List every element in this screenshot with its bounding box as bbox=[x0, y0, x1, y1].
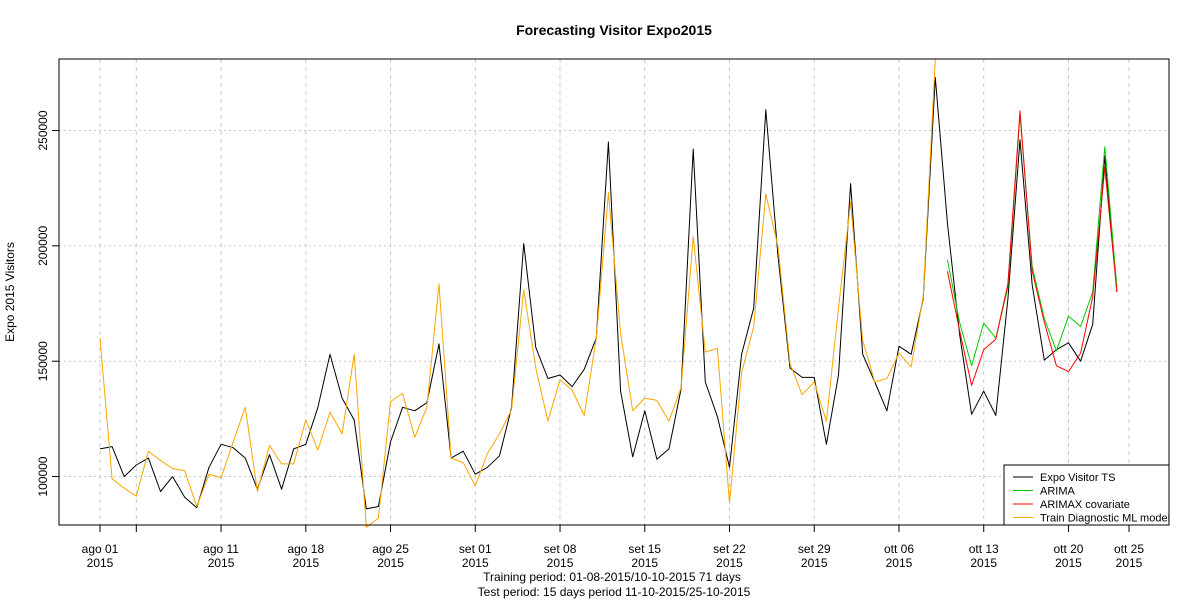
y-axis-label: Expo 2015 Visitors bbox=[3, 242, 17, 342]
legend-box bbox=[1003, 464, 1170, 526]
x-tick-year-8: 2015 bbox=[801, 556, 828, 570]
x-tick-year-9: 2015 bbox=[886, 556, 913, 570]
x-tick-label-7: set 22 bbox=[713, 542, 746, 556]
x-tick-year-11: 2015 bbox=[1055, 556, 1082, 570]
y-axis: 100000 150000 200000 250000 bbox=[36, 110, 59, 497]
x-tick-label-6: set 15 bbox=[628, 542, 661, 556]
series-line-0 bbox=[99, 77, 1118, 510]
y-tick-label-2: 200000 bbox=[36, 226, 50, 266]
chart-title: Forecasting Visitor Expo2015 bbox=[516, 22, 712, 38]
x-tick-year-1: 2015 bbox=[208, 556, 235, 570]
x-tick-label-9: ott 06 bbox=[884, 542, 914, 556]
series-lines bbox=[99, 58, 1118, 528]
legend-label-0: Expo Visitor TS bbox=[1040, 472, 1115, 484]
x-tick-label-4: set 01 bbox=[459, 542, 492, 556]
y-tick-label-0: 100000 bbox=[36, 456, 50, 496]
x-tick-year-2: 2015 bbox=[292, 556, 319, 570]
y-tick-label-3: 250000 bbox=[36, 110, 50, 150]
x-tick-label-1: ago 11 bbox=[203, 542, 239, 556]
legend-label-3: Train Diagnostic ML model bbox=[1040, 513, 1170, 525]
x-tick-label-0: ago 01 bbox=[82, 542, 119, 556]
x-tick-label-3: ago 25 bbox=[372, 542, 409, 556]
x-tick-year-5: 2015 bbox=[547, 556, 574, 570]
x-tick-year-6: 2015 bbox=[631, 556, 658, 570]
series-line-3 bbox=[99, 58, 936, 528]
x-tick-year-7: 2015 bbox=[716, 556, 743, 570]
x-tick-label-11: ott 20 bbox=[1053, 542, 1083, 556]
legend-label-2: ARIMAX covariate bbox=[1040, 499, 1130, 511]
grid-lines bbox=[59, 59, 1169, 525]
plot-frame bbox=[58, 58, 1170, 526]
x-tick-year-3: 2015 bbox=[377, 556, 404, 570]
x-tick-year-10: 2015 bbox=[970, 556, 997, 570]
x-axis-label-test: Test period: 15 days period 11-10-2015/2… bbox=[478, 585, 751, 599]
x-tick-year-4: 2015 bbox=[462, 556, 489, 570]
x-tick-year-0: 2015 bbox=[87, 556, 114, 570]
x-tick-label-2: ago 18 bbox=[287, 542, 324, 556]
x-tick-year-12: 2015 bbox=[1116, 556, 1143, 570]
legend-label-1: ARIMA bbox=[1040, 486, 1076, 498]
x-tick-label-8: set 29 bbox=[798, 542, 831, 556]
x-tick-label-12: ott 25 bbox=[1114, 542, 1144, 556]
x-axis-label-training: Training period: 01-08-2015/10-10-2015 7… bbox=[483, 570, 741, 584]
x-tick-label-10: ott 13 bbox=[969, 542, 999, 556]
series-line-2 bbox=[946, 110, 1118, 386]
y-tick-label-1: 150000 bbox=[36, 341, 50, 381]
x-tick-label-5: set 08 bbox=[544, 542, 577, 556]
